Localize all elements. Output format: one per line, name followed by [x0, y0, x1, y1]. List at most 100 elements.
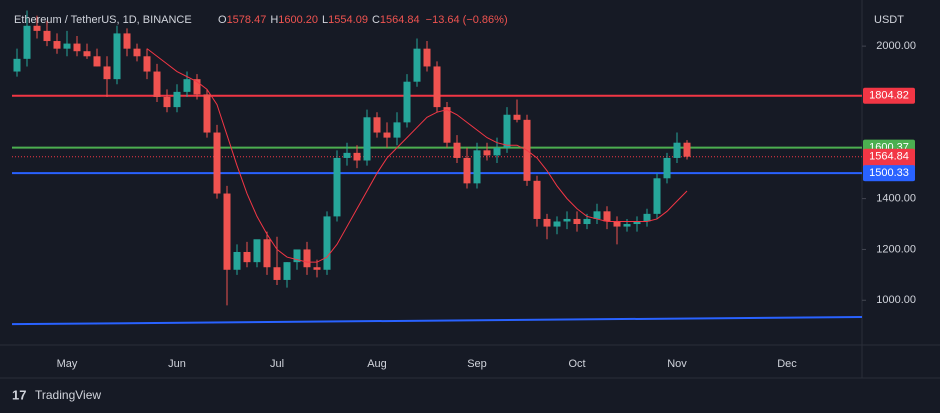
candle-body	[163, 96, 171, 108]
ohlc-value: 1578.47	[227, 14, 267, 26]
candle-body	[113, 33, 121, 80]
candle-body	[603, 211, 611, 222]
candle-body	[653, 178, 661, 214]
ohlc-value: 1554.09	[328, 14, 368, 26]
symbol: Ethereum / TetherUS, 1D, BINANCE	[14, 14, 192, 26]
candle-body	[553, 221, 561, 227]
x-tick-label: Jul	[270, 358, 284, 370]
logo-mark: 17	[12, 387, 26, 402]
candle-body	[103, 66, 111, 80]
candle-body	[493, 147, 501, 156]
candle-body	[93, 56, 101, 67]
ohlc-key: L	[322, 14, 328, 26]
candle-body	[23, 25, 31, 59]
candle-body	[213, 132, 221, 194]
candle-body	[373, 117, 381, 133]
candle-body	[203, 94, 211, 133]
y-tick-label: 1200.00	[876, 243, 916, 255]
candle-body	[583, 218, 591, 225]
level-label-bg	[863, 87, 915, 104]
candle-body	[263, 239, 271, 268]
candle-body	[533, 180, 541, 219]
candle-body	[593, 211, 601, 219]
candle-body	[323, 216, 331, 270]
candle-body	[473, 150, 481, 184]
plot-area	[11, 10, 863, 326]
candle-body	[243, 251, 251, 263]
candle-body	[543, 218, 551, 227]
x-tick-label: May	[57, 358, 78, 370]
ohlc-value: 1600.20	[278, 14, 318, 26]
x-tick-label: Aug	[367, 358, 387, 370]
candle-body	[223, 193, 231, 270]
level-label-bg	[863, 165, 915, 182]
candle-body	[343, 152, 351, 158]
candle-body	[443, 107, 451, 143]
candle-body	[633, 221, 641, 225]
candle-body	[353, 152, 361, 161]
candle-body	[123, 33, 131, 49]
candle-body	[483, 150, 491, 156]
candle-body	[643, 213, 651, 222]
candle-body	[303, 249, 311, 268]
candle-body	[313, 267, 321, 270]
candle-body	[273, 267, 281, 280]
candle-body	[673, 142, 681, 158]
candle-body	[63, 43, 71, 49]
moving-average	[146, 48, 688, 263]
candle-body	[413, 48, 421, 82]
candle-body	[613, 221, 621, 227]
brand[interactable]: TradingView	[35, 388, 101, 402]
ohlc-value: 1564.84	[380, 14, 420, 26]
logo: 17 TradingView	[12, 387, 101, 402]
y-tick-label: 2000.00	[876, 40, 916, 52]
candle-body	[233, 251, 241, 270]
x-tick-label: Oct	[568, 358, 585, 370]
candle-body	[503, 114, 511, 148]
x-tick-label: Nov	[667, 358, 687, 370]
x-tick-label: Sep	[467, 358, 487, 370]
candle-body	[153, 71, 161, 97]
candle-body	[293, 249, 301, 263]
ohlc-key: C	[372, 14, 380, 26]
candle-body	[403, 81, 411, 123]
x-tick-label: Dec	[777, 358, 797, 370]
candle-body	[383, 132, 391, 138]
level-label: 1804.82	[869, 90, 909, 102]
candle-body	[423, 48, 431, 67]
candle-body	[363, 117, 371, 161]
level-label: 1500.33	[869, 167, 909, 179]
trendline	[11, 316, 863, 326]
candle-body	[43, 30, 51, 42]
candle-body	[183, 79, 191, 92]
candle-body	[463, 157, 471, 184]
candle-body	[453, 142, 461, 158]
candle-body	[53, 41, 61, 49]
candle-body	[683, 142, 691, 157]
change: −13.64 (−0.86%)	[426, 14, 508, 26]
last-price-label: 1564.84	[869, 151, 909, 163]
candle-body	[513, 114, 521, 120]
candle-body	[623, 224, 631, 227]
candle-body	[283, 262, 291, 280]
candle-body	[563, 218, 571, 222]
x-tick-label: Jun	[168, 358, 186, 370]
y-tick-label: 1400.00	[876, 193, 916, 205]
ohlc-key: H	[270, 14, 278, 26]
candle-body	[133, 48, 141, 57]
candle-body	[173, 91, 181, 108]
candle-body	[393, 122, 401, 138]
candle-body	[253, 239, 261, 263]
candle-body	[83, 51, 91, 57]
candle-body	[13, 58, 21, 72]
ohlc-key: O	[218, 14, 227, 26]
candle-body	[573, 218, 581, 225]
candle-body	[33, 25, 41, 31]
candle-body	[73, 43, 81, 52]
candle-body	[433, 66, 441, 108]
candle-body	[143, 56, 151, 72]
candle-body	[193, 79, 201, 95]
candle-body	[333, 157, 341, 217]
